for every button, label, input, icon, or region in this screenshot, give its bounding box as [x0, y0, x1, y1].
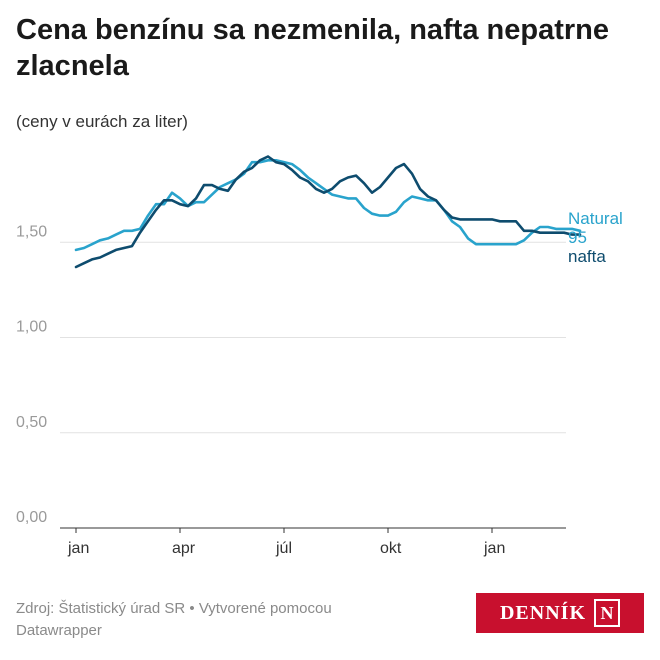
- x-tick-label: jan: [67, 540, 89, 557]
- x-tick-label: jan: [483, 540, 505, 557]
- source-text: Zdroj: Štatistický úrad SR: [16, 600, 186, 617]
- dennik-n-logo[interactable]: DENNÍK N: [476, 593, 644, 633]
- y-tick-label: 0,50: [16, 414, 47, 431]
- y-tick-label: 0,00: [16, 509, 47, 526]
- y-tick-label: 1,50: [16, 223, 47, 240]
- logo-mark-icon: N: [594, 599, 620, 627]
- chart-title: Cena benzínu sa nezmenila, nafta nepatrn…: [16, 14, 610, 82]
- series-line-natural-95: [74, 159, 582, 252]
- legend-label: 95: [568, 228, 587, 247]
- y-tick-label: 1,00: [16, 319, 47, 336]
- chart-subtitle: (ceny v eurách za liter): [16, 112, 188, 131]
- legend-label: Natural: [568, 209, 623, 228]
- x-tick-label: júl: [275, 540, 292, 557]
- legend-label: nafta: [568, 247, 606, 266]
- x-tick-label: okt: [380, 540, 402, 557]
- series-line-nafta: [74, 155, 582, 269]
- logo-text: DENNÍK: [499, 601, 586, 624]
- credit-text: Vytvorené pomocou Datawrapper: [16, 600, 332, 639]
- separator-dot: •: [185, 600, 199, 617]
- footer-source: Zdroj: Štatistický úrad SR • Vytvorené p…: [16, 598, 396, 642]
- x-tick-label: apr: [172, 540, 196, 557]
